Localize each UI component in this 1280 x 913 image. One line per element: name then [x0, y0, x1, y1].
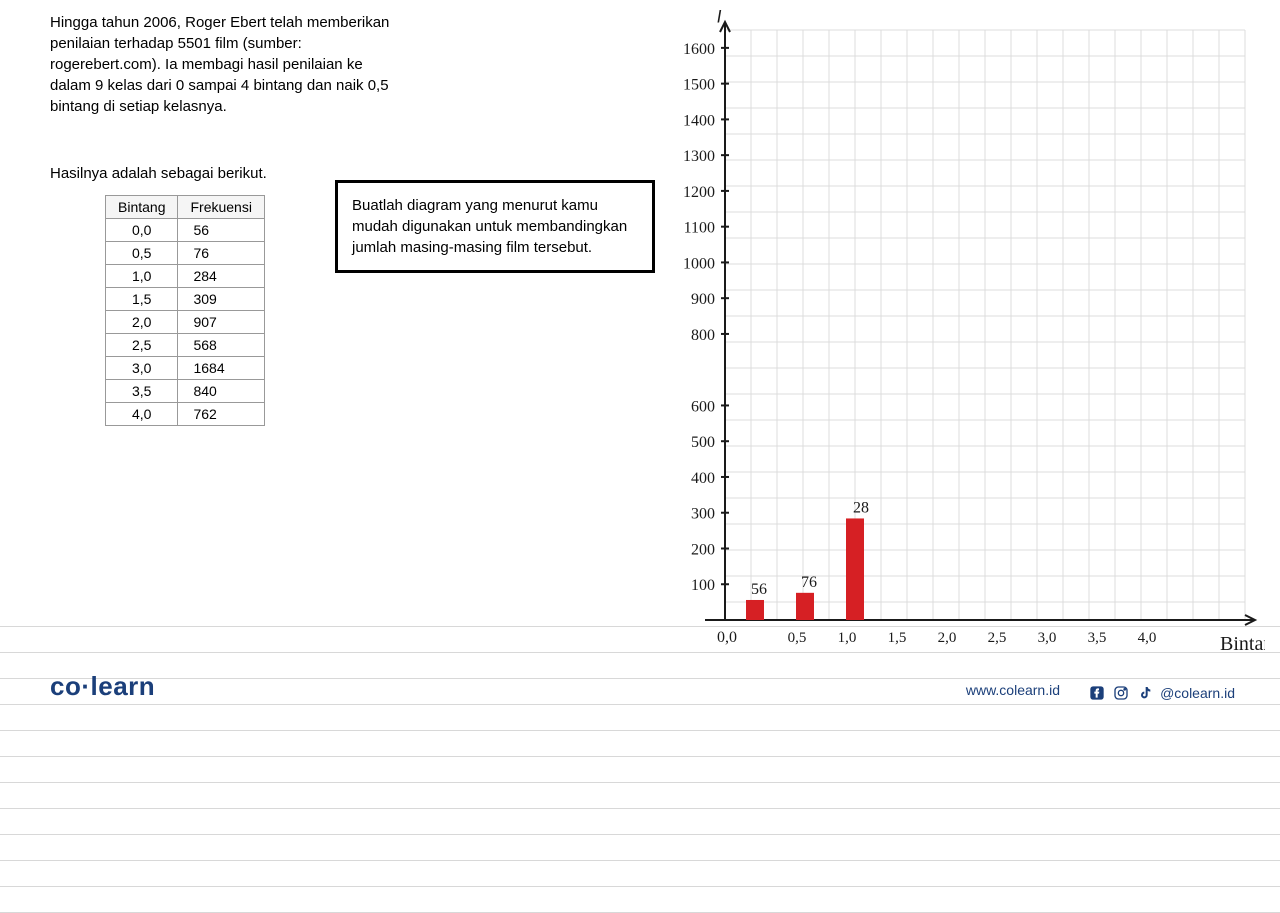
- table-row: 0,576: [106, 242, 265, 265]
- logo-co: co: [50, 671, 81, 701]
- instagram-icon: [1112, 684, 1130, 702]
- table-row: 4,0762: [106, 403, 265, 426]
- table-row: 3,5840: [106, 380, 265, 403]
- table-row: 2,5568: [106, 334, 265, 357]
- svg-text:0,0: 0,0: [717, 629, 737, 646]
- svg-text:1100: 1100: [684, 220, 715, 237]
- svg-text:3,0: 3,0: [1038, 630, 1057, 646]
- svg-text:900: 900: [691, 291, 715, 308]
- svg-text:1000: 1000: [683, 255, 715, 272]
- bar-chart: f Bintang 1600 1500 1400 1300 1200 1100 1000 900 8…: [665, 10, 1265, 650]
- tiktok-icon: [1136, 684, 1154, 702]
- svg-text:300: 300: [691, 506, 715, 523]
- svg-text:200: 200: [691, 541, 715, 558]
- svg-text:100: 100: [691, 577, 715, 594]
- facebook-icon: [1088, 684, 1106, 702]
- svg-text:f: f: [717, 10, 725, 23]
- svg-text:4,0: 4,0: [1138, 630, 1157, 646]
- website-url: www.colearn.id: [966, 682, 1060, 698]
- svg-text:Bintang: Bintang: [1220, 633, 1265, 650]
- svg-text:1600: 1600: [683, 41, 715, 58]
- svg-text:76: 76: [801, 574, 817, 591]
- logo-learn: learn: [91, 671, 156, 701]
- social-handle: @colearn.id: [1160, 685, 1235, 701]
- svg-text:1300: 1300: [683, 148, 715, 165]
- svg-text:0,5: 0,5: [788, 630, 807, 646]
- result-intro: Hasilnya adalah sebagai berikut.: [50, 165, 267, 182]
- instruction-box: Buatlah diagram yang menurut kamu mudah …: [335, 180, 655, 273]
- svg-text:800: 800: [691, 327, 715, 344]
- col-header-bintang: Bintang: [106, 196, 178, 219]
- svg-text:3,5: 3,5: [1088, 630, 1107, 646]
- svg-text:1400: 1400: [683, 112, 715, 129]
- svg-text:400: 400: [691, 470, 715, 487]
- svg-text:1,5: 1,5: [888, 630, 907, 646]
- table-row: 3,01684: [106, 357, 265, 380]
- frequency-table: Bintang Frekuensi 0,0560,5761,02841,5309…: [105, 195, 265, 426]
- svg-text:28: 28: [853, 499, 869, 516]
- svg-text:500: 500: [691, 434, 715, 451]
- table-row: 0,056: [106, 219, 265, 242]
- table-row: 1,0284: [106, 265, 265, 288]
- svg-text:56: 56: [751, 581, 767, 598]
- table-header-row: Bintang Frekuensi: [106, 196, 265, 219]
- table-row: 2,0907: [106, 311, 265, 334]
- col-header-frekuensi: Frekuensi: [178, 196, 264, 219]
- table-row: 1,5309: [106, 288, 265, 311]
- svg-text:2,5: 2,5: [988, 630, 1007, 646]
- problem-paragraph: Hingga tahun 2006, Roger Ebert telah mem…: [50, 12, 400, 117]
- social-handles: @colearn.id: [1088, 684, 1235, 702]
- svg-text:2,0: 2,0: [938, 630, 957, 646]
- logo-dot: ·: [81, 671, 90, 701]
- svg-text:1200: 1200: [683, 184, 715, 201]
- colearn-logo: co·learn: [50, 671, 155, 702]
- svg-text:1,0: 1,0: [838, 630, 857, 646]
- svg-text:1500: 1500: [683, 77, 715, 94]
- svg-text:600: 600: [691, 398, 715, 415]
